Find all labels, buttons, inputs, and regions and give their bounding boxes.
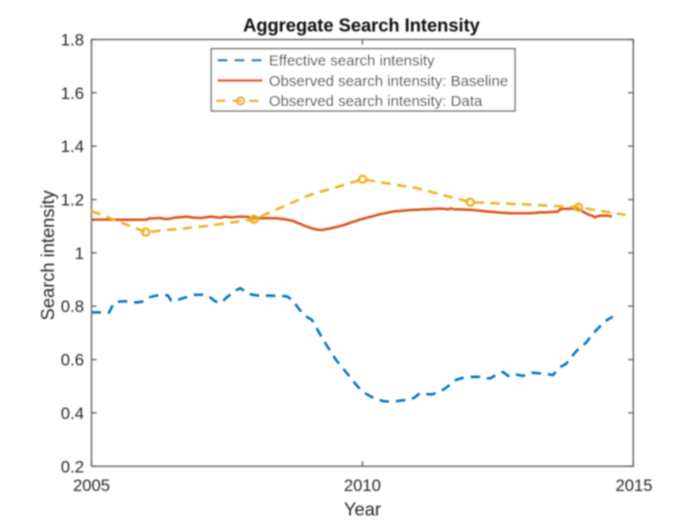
svg-text:Search intensity: Search intensity	[37, 189, 58, 320]
svg-text:0.6: 0.6	[61, 351, 84, 370]
svg-text:2015: 2015	[615, 476, 652, 495]
svg-text:Effective search intensity: Effective search intensity	[269, 53, 435, 70]
svg-text:Observed search intensity: Bas: Observed search intensity: Baseline	[269, 73, 508, 90]
svg-text:1.6: 1.6	[61, 84, 84, 103]
svg-text:Aggregate Search Intensity: Aggregate Search Intensity	[243, 15, 481, 36]
svg-text:0.8: 0.8	[61, 297, 84, 316]
svg-text:1.4: 1.4	[61, 137, 84, 156]
svg-text:0.4: 0.4	[61, 404, 84, 423]
svg-text:2005: 2005	[73, 476, 110, 495]
svg-text:0.2: 0.2	[61, 457, 84, 476]
svg-text:1.8: 1.8	[61, 31, 84, 50]
svg-text:2010: 2010	[344, 476, 381, 495]
svg-text:Observed search intensity: Dat: Observed search intensity: Data	[269, 93, 483, 110]
svg-text:Year: Year	[344, 499, 381, 520]
svg-text:1: 1	[75, 244, 84, 263]
svg-text:1.2: 1.2	[61, 191, 84, 210]
